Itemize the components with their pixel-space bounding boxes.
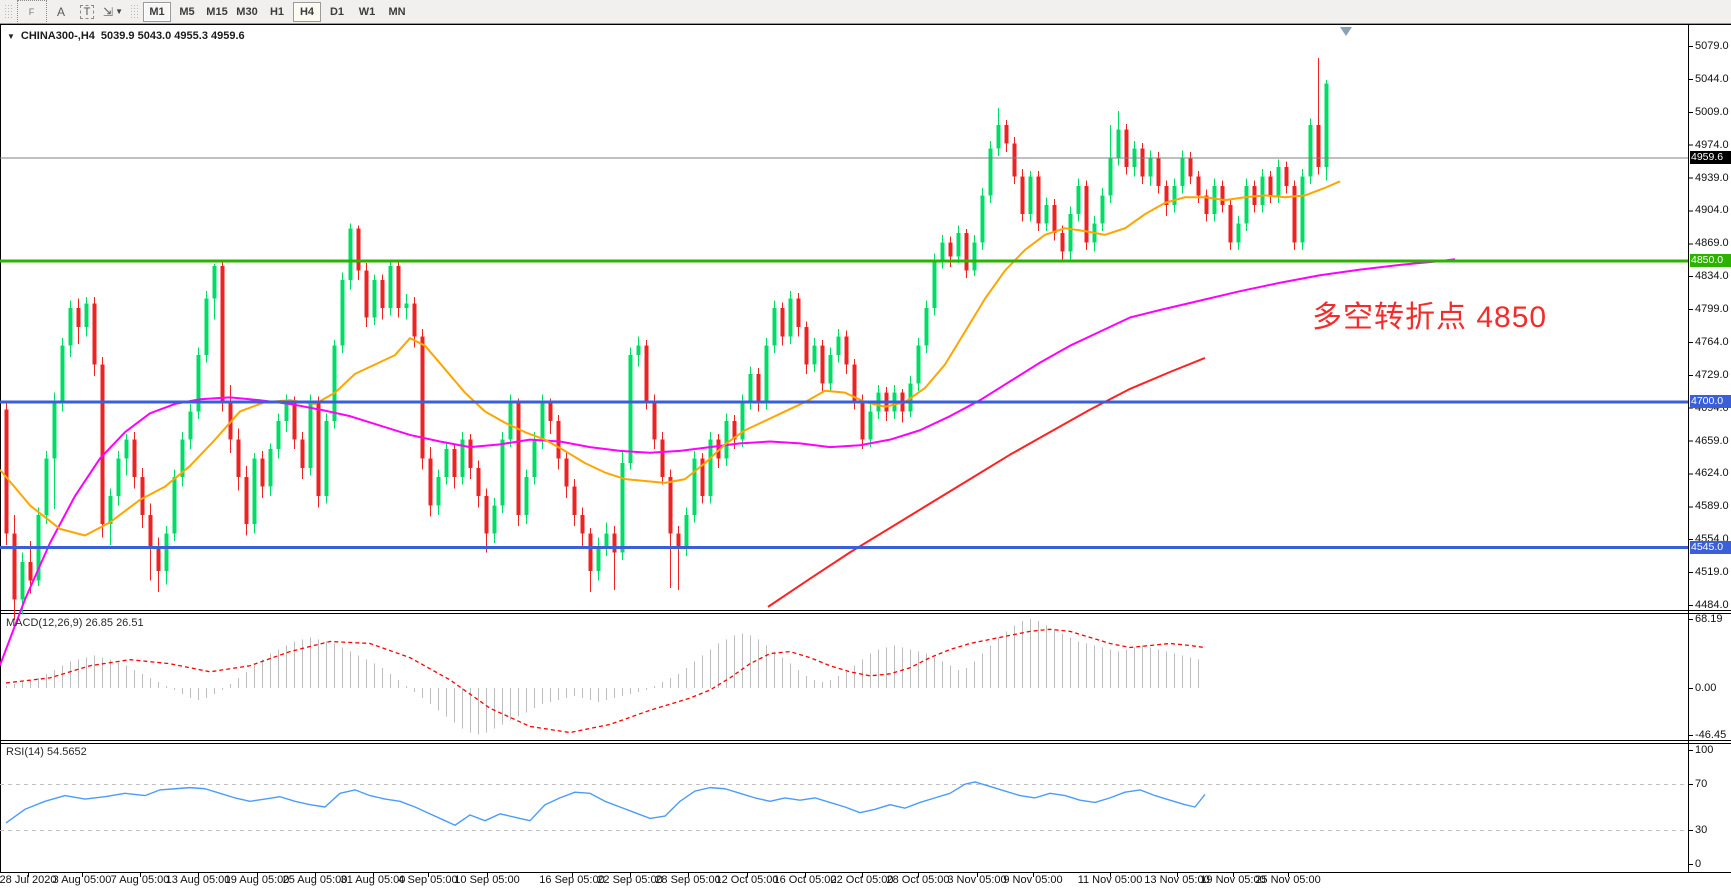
price-tick-label: 5079.0 <box>1695 40 1729 52</box>
time-tick-label: 19 Nov 05:00 <box>1200 874 1266 886</box>
timeframe-button-m5[interactable]: M5 <box>179 5 195 18</box>
dropdown-caret-icon[interactable]: ▼ <box>115 7 123 16</box>
price-tick-label: 4519.0 <box>1695 566 1729 579</box>
macd-tick-label: 68.19 <box>1695 613 1723 625</box>
symbol-info[interactable]: ▼ CHINA300-,H4 5039.9 5043.0 4955.3 4959… <box>7 30 245 42</box>
timeframe-button-h4[interactable]: H4 <box>293 1 321 22</box>
price-tick-label: 4799.0 <box>1695 303 1729 316</box>
time-tick-label: 25 Nov 05:00 <box>1255 874 1321 886</box>
time-tick-label: 3 Nov 05:00 <box>947 874 1007 886</box>
time-tick-label: 7 Aug 05:00 <box>110 874 170 886</box>
rsi-tick-label: 70 <box>1695 778 1708 791</box>
time-tick-label: 16 Oct 05:00 <box>773 874 837 886</box>
symbol-dropdown-icon[interactable]: ▼ <box>7 31 15 41</box>
timeframe-button-m15[interactable]: M15 <box>206 5 228 18</box>
rsi-tick-label: 0 <box>1695 858 1702 870</box>
timeframe-button-w1[interactable]: W1 <box>358 5 376 18</box>
time-tick-label: 28 Sep 05:00 <box>655 874 721 886</box>
time-tick-label: 9 Nov 05:00 <box>1003 874 1063 886</box>
trade-annotation[interactable]: 多空转折点 4850 <box>1312 301 1548 334</box>
price-tick-label: 4834.0 <box>1695 270 1729 283</box>
price-tick-label: 4589.0 <box>1695 500 1729 513</box>
rsi-tick-label: 30 <box>1695 823 1708 836</box>
time-tick-label: 28 Jul 2020 <box>0 874 57 886</box>
text-label-icon[interactable]: T <box>79 4 95 19</box>
timeframe-button-m30[interactable]: M30 <box>236 5 258 18</box>
macd-indicator-label: MACD(12,26,9) 26.85 26.51 <box>6 617 144 629</box>
price-tick-label: 4729.0 <box>1695 368 1729 381</box>
time-tick-label: 3 Aug 05:00 <box>52 874 112 886</box>
toolbar-grip-2[interactable] <box>130 3 138 20</box>
price-tick-label: 4659.0 <box>1695 434 1729 447</box>
level-price-tag: 4700.0 <box>1690 395 1731 409</box>
arrows-glyph: ⇲ <box>103 4 114 19</box>
indicator-grid-f-icon[interactable]: F <box>17 0 47 24</box>
arrows-icon[interactable]: ⇲ ▼ <box>101 2 125 22</box>
macd-tick-label: 0.00 <box>1695 682 1717 694</box>
toolbar: F A T ⇲ ▼ M1 M5 M15 M30 H1 H4 D1 W1 MN <box>0 0 1731 24</box>
symbol-ohlc: 5039.9 5043.0 4955.3 4959.6 <box>100 30 245 42</box>
chart-area: ▼ CHINA300-,H4 5039.9 5043.0 4955.3 4959… <box>0 24 1731 894</box>
time-tick-label: 28 Oct 05:00 <box>886 874 950 886</box>
level-price-tag: 4850.0 <box>1690 254 1731 268</box>
time-tick-label: 19 Aug 05:00 <box>224 874 290 886</box>
time-tick-label: 31 Aug 05:00 <box>340 874 406 886</box>
price-tick-label: 4484.0 <box>1695 599 1729 611</box>
rsi-tick-label: 100 <box>1695 744 1714 756</box>
time-tick-label: 12 Oct 05:00 <box>715 874 779 886</box>
current-price-tag: 4959.6 <box>1690 151 1731 165</box>
level-price-tag: 4545.0 <box>1690 540 1731 554</box>
timeframe-button-mn[interactable]: MN <box>388 5 406 18</box>
text-a-icon[interactable]: A <box>56 4 65 19</box>
symbol-name: CHINA300-,H4 <box>20 30 95 42</box>
time-tick-label: 13 Aug 05:00 <box>165 874 231 886</box>
chart-canvas <box>0 24 1731 877</box>
timeframe-group: M1 M5 M15 M30 H1 H4 D1 W1 MN <box>142 1 412 22</box>
toolbar-grip[interactable] <box>4 3 12 20</box>
price-tick-label: 5044.0 <box>1695 72 1729 85</box>
time-tick-label: 16 Sep 05:00 <box>539 874 605 886</box>
macd-tick-label: -46.45 <box>1695 729 1727 741</box>
time-tick-label: 4 Sep 05:00 <box>398 874 458 886</box>
price-tick-label: 4939.0 <box>1695 171 1729 184</box>
timeframe-button-h1[interactable]: H1 <box>269 5 285 18</box>
time-tick-label: 22 Sep 05:00 <box>597 874 663 886</box>
time-tick-label: 25 Aug 05:00 <box>282 874 348 886</box>
rsi-indicator-label: RSI(14) 54.5652 <box>6 746 87 758</box>
price-tick-label: 4974.0 <box>1695 138 1729 151</box>
price-tick-label: 4869.0 <box>1695 237 1729 250</box>
price-tick-label: 4624.0 <box>1695 467 1729 480</box>
timeframe-button-d1[interactable]: D1 <box>329 5 345 18</box>
price-tick-label: 5009.0 <box>1695 105 1729 118</box>
time-tick-label: 11 Nov 05:00 <box>1077 874 1143 886</box>
time-tick-label: 22 Oct 05:00 <box>830 874 894 886</box>
timeframe-button-m1[interactable]: M1 <box>143 1 171 22</box>
price-tick-label: 4904.0 <box>1695 204 1729 217</box>
price-tick-label: 4764.0 <box>1695 335 1729 348</box>
time-tick-label: 13 Nov 05:00 <box>1144 874 1210 886</box>
time-tick-label: 10 Sep 05:00 <box>454 874 520 886</box>
